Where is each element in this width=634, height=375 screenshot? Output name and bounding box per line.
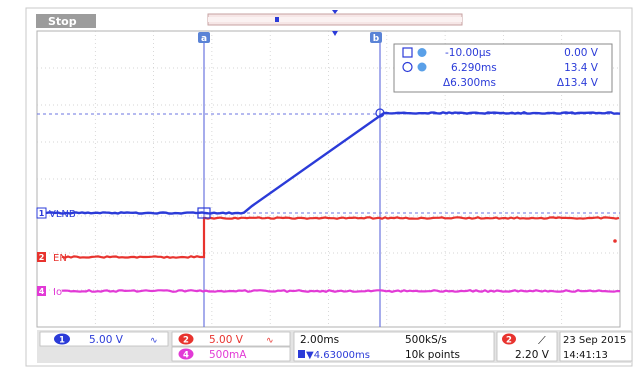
ch2-bandwidth-icon: ∿: [266, 336, 274, 346]
en-waveform: [61, 216, 620, 259]
readout-delta-time: Δ6.300ms: [443, 77, 496, 89]
cursor-b-point-marker: [375, 108, 385, 118]
datetime-box: 23 Sep 2015 14:41:13: [559, 331, 633, 362]
trigger-position-marker-top: [332, 10, 338, 14]
cursor-b-circle-icon: [402, 61, 413, 73]
vlnb-label: VLNB: [49, 209, 76, 220]
ch2-badge-number: 2: [183, 336, 189, 346]
cursor-b-dot-icon: [417, 62, 427, 72]
en-offscreen-dot: [613, 239, 617, 243]
cursor-b-label: b: [373, 34, 380, 44]
ch2-badge-icon: [178, 333, 194, 345]
acquisition-status: Stop: [48, 15, 77, 28]
ch4-marker-number: 4: [39, 287, 45, 296]
sample-rate: 500kS/s: [405, 334, 447, 346]
horizontal-delay: ▼4.63000ms: [306, 350, 370, 361]
record-overview-window: [208, 17, 462, 22]
status-tag: [36, 14, 96, 28]
ch4-scale-box[interactable]: 4 500mA: [171, 346, 291, 362]
trigger-level: 2.20 V: [515, 349, 550, 361]
waveforms: [45, 108, 621, 293]
ch4-scale: 500mA: [209, 349, 247, 361]
ch2-scale: 5.00 V: [209, 334, 244, 346]
ch1-badge-number: 1: [59, 336, 65, 346]
cursor-a-handle[interactable]: a: [198, 32, 210, 44]
ch2-marker[interactable]: 2 EN: [37, 252, 67, 264]
record-view-marker: [275, 17, 279, 22]
timebase-scale: 2.00ms: [300, 334, 339, 346]
ch1-bandwidth-icon: ∿: [150, 336, 158, 346]
ch4-badge-number: 4: [183, 351, 189, 361]
ch1-marker[interactable]: 1 VLNB: [36, 207, 76, 220]
timebase-box[interactable]: 2.00ms 500kS/s ▼4.63000ms 10k points: [293, 331, 495, 362]
trigger-position-marker: [332, 31, 338, 36]
date: 23 Sep 2015: [563, 335, 626, 346]
en-label: EN: [53, 253, 67, 264]
readout-delta-value: Δ13.4 V: [557, 77, 599, 89]
readout-row1-time: -10.00µs: [445, 47, 491, 59]
record-length: 10k points: [405, 349, 460, 361]
trigger-source-number: 2: [506, 336, 512, 346]
cursor-a-point-marker: [197, 207, 211, 219]
vlnb-waveform: [45, 111, 621, 215]
ch4-marker[interactable]: 4 Io: [37, 286, 62, 298]
ch1-scale-box[interactable]: 1 5.00 V ∿: [39, 331, 169, 347]
cursor-b-handle[interactable]: b: [370, 32, 382, 44]
time: 14:41:13: [563, 350, 608, 361]
ch4-badge-icon: [178, 348, 194, 360]
ch1-marker-number: 1: [39, 209, 45, 218]
cursor-a-square-icon: [402, 47, 413, 58]
io-label: Io: [53, 287, 62, 298]
ch1-scale: 5.00 V: [89, 334, 124, 346]
readout-row2-value: 13.4 V: [564, 62, 599, 74]
cursor-readout: -10.00µs 0.00 V 6.290ms 13.4 V Δ6.300ms …: [393, 43, 613, 93]
io-waveform: [61, 288, 620, 293]
cursor-a-dot-icon: [417, 48, 427, 57]
ch1-badge-icon: [54, 333, 70, 345]
readout-row1-value: 0.00 V: [564, 47, 599, 59]
trigger-box[interactable]: 2 ⟋ 2.20 V: [496, 331, 558, 362]
bottom-status-bar: 1 5.00 V ∿ 2 5.00 V ∿ 4 500mA 2.00ms 500…: [37, 330, 633, 363]
trigger-source-badge-icon: [502, 333, 516, 345]
delay-icon: [298, 350, 305, 358]
cursor-a-label: a: [201, 34, 207, 44]
trigger-slope-icon: ⟋: [538, 334, 546, 347]
readout-row2-time: 6.290ms: [451, 62, 497, 74]
ch2-scale-box[interactable]: 2 5.00 V ∿: [171, 331, 291, 347]
ch2-marker-number: 2: [39, 253, 45, 262]
